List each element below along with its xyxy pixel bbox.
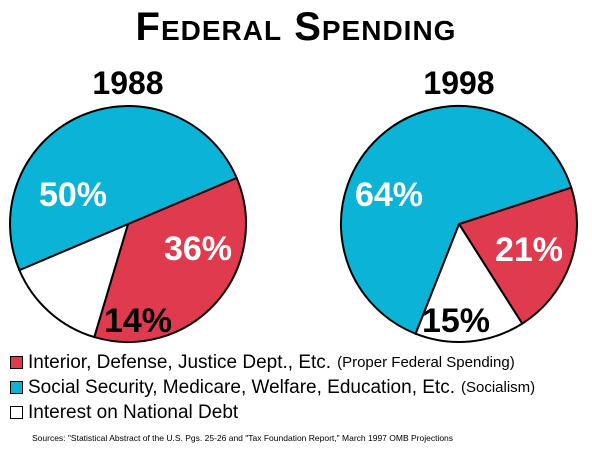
pie-slice-1988-proper [93, 176, 247, 343]
legend-swatch-proper [10, 356, 23, 369]
legend-label-interest: Interest on National Debt [28, 401, 239, 423]
pie-slice-1988-interest [18, 223, 129, 339]
pie-1998: 64% 21%15% [340, 105, 578, 343]
legend-note-social: (Socialism) [460, 379, 536, 396]
pie-1998-title: 1998 [423, 65, 494, 101]
pie-slice-1998-social [340, 105, 573, 335]
source-note: Sources: "Statistical Abstract of the U.… [32, 433, 454, 443]
pie-slice-1998-proper [458, 186, 578, 325]
legend-label-social: Social Security, Medicare, Welfare, Educ… [28, 376, 455, 398]
legend-swatch-social [10, 381, 23, 394]
pie-slice-label-1988-proper: 36% [164, 230, 232, 268]
legend-item-interest: Interest on National Debt [10, 400, 590, 425]
legend-swatch-interest [10, 406, 23, 419]
pie-charts: 1988 1998 50% 36% 14% 64% 21%15% [9, 65, 578, 343]
pie-slice-label-1988-social: 50% [39, 176, 107, 214]
pie-slice-label-1988-interest: 14% [104, 302, 172, 340]
legend-label-proper: Interior, Defense, Justice Dept., Etc. [28, 351, 332, 373]
pie-slice-label-1998-social: 64% [355, 176, 423, 214]
pie-slice-label-1998-interest: 15% [422, 302, 490, 340]
pie-1988: 50% 36% 14% [9, 105, 247, 343]
pie-1988-title: 1988 [92, 65, 163, 101]
legend-item-social: Social Security, Medicare, Welfare, Educ… [10, 375, 590, 400]
chart-title: Federal Spending [135, 5, 457, 49]
pie-slice-1988-social [9, 105, 238, 272]
legend: Interior, Defense, Justice Dept., Etc. (… [10, 350, 590, 425]
pie-slice-label-1998-proper: 21% [495, 231, 563, 269]
pie-slice-1998-interest [414, 223, 524, 343]
legend-item-proper: Interior, Defense, Justice Dept., Etc. (… [10, 350, 590, 375]
legend-note-proper: (Proper Federal Spending) [337, 354, 515, 371]
